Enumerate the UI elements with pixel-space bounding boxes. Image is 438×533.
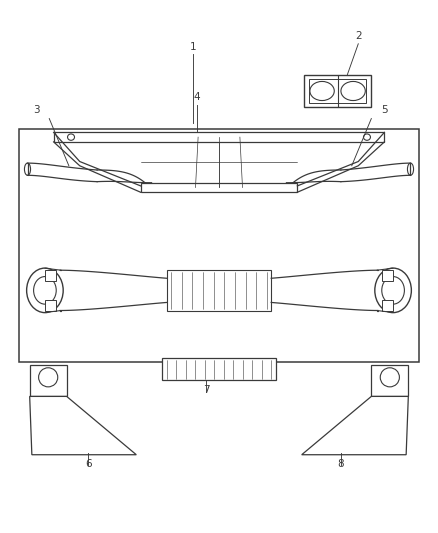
Bar xyxy=(53,132,385,142)
Text: 4: 4 xyxy=(194,92,201,102)
Ellipse shape xyxy=(380,368,399,387)
Ellipse shape xyxy=(67,134,74,140)
Bar xyxy=(167,270,271,311)
Bar xyxy=(45,300,56,311)
Bar xyxy=(30,365,67,397)
Bar xyxy=(141,183,297,192)
Polygon shape xyxy=(30,397,136,455)
Ellipse shape xyxy=(310,82,334,101)
Text: 3: 3 xyxy=(33,106,39,115)
Bar xyxy=(304,75,371,108)
Ellipse shape xyxy=(39,368,58,387)
Ellipse shape xyxy=(341,82,365,101)
Ellipse shape xyxy=(407,163,413,175)
Bar xyxy=(45,270,56,281)
Ellipse shape xyxy=(34,277,56,304)
Text: 2: 2 xyxy=(355,31,362,41)
Text: 5: 5 xyxy=(381,106,388,115)
Text: 7: 7 xyxy=(203,385,209,395)
Polygon shape xyxy=(302,397,408,455)
Bar xyxy=(382,270,393,281)
Text: 6: 6 xyxy=(85,459,92,469)
Ellipse shape xyxy=(25,163,31,175)
Bar xyxy=(19,128,419,362)
Ellipse shape xyxy=(27,268,63,313)
Text: 8: 8 xyxy=(338,459,344,469)
Bar xyxy=(309,79,366,103)
Text: 1: 1 xyxy=(190,42,196,52)
Ellipse shape xyxy=(364,134,371,140)
Ellipse shape xyxy=(375,268,411,313)
Bar xyxy=(382,300,393,311)
Ellipse shape xyxy=(382,277,404,304)
Bar xyxy=(162,358,276,381)
Bar xyxy=(371,365,408,397)
